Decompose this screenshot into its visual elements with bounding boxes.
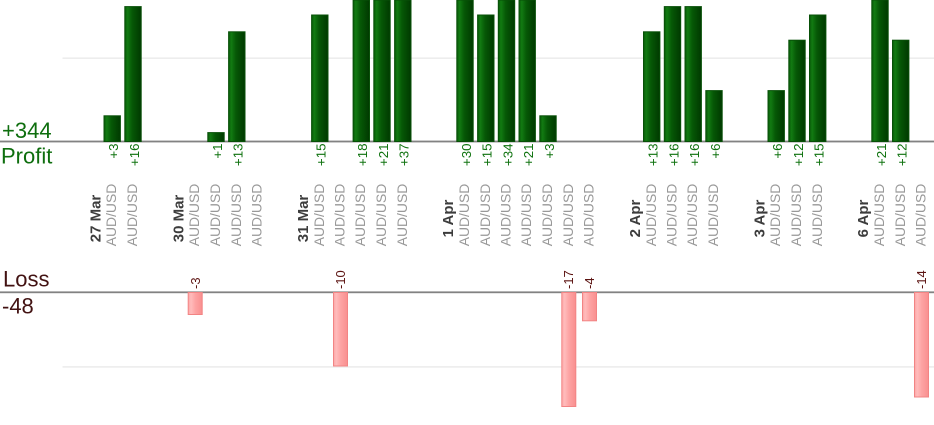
svg-text:-3: -3 — [188, 277, 203, 289]
svg-text:AUD/USD: AUD/USD — [643, 184, 659, 247]
svg-text:+15: +15 — [480, 143, 495, 166]
svg-text:AUD/USD: AUD/USD — [394, 184, 410, 247]
svg-text:3 Apr: 3 Apr — [752, 199, 769, 237]
svg-text:Loss: Loss — [3, 267, 49, 292]
svg-text:AUD/USD: AUD/USD — [124, 184, 140, 247]
svg-text:+21: +21 — [376, 144, 391, 167]
svg-text:AUD/USD: AUD/USD — [498, 184, 514, 247]
svg-text:31 Mar: 31 Mar — [295, 195, 312, 243]
svg-text:AUD/USD: AUD/USD — [332, 184, 348, 247]
svg-text:AUD/USD: AUD/USD — [705, 184, 721, 247]
svg-text:Profit: Profit — [1, 143, 52, 168]
svg-text:+21: +21 — [874, 144, 889, 167]
svg-text:+12: +12 — [895, 144, 910, 167]
svg-text:+12: +12 — [791, 144, 806, 167]
svg-text:+13: +13 — [231, 144, 246, 167]
svg-text:+1: +1 — [210, 144, 225, 159]
svg-text:+15: +15 — [812, 144, 827, 167]
svg-text:+30: +30 — [459, 144, 474, 167]
svg-text:AUD/USD: AUD/USD — [207, 184, 223, 247]
svg-text:AUD/USD: AUD/USD — [456, 184, 472, 247]
svg-text:+3: +3 — [542, 144, 557, 159]
svg-text:-10: -10 — [333, 270, 348, 289]
svg-text:+344: +344 — [2, 118, 52, 143]
svg-text:AUD/USD: AUD/USD — [186, 184, 202, 247]
svg-text:AUD/USD: AUD/USD — [311, 184, 327, 247]
svg-text:AUD/USD: AUD/USD — [518, 184, 534, 247]
svg-text:6 Apr: 6 Apr — [855, 199, 872, 237]
svg-text:AUD/USD: AUD/USD — [581, 184, 597, 247]
svg-text:+6: +6 — [708, 144, 723, 159]
svg-text:AUD/USD: AUD/USD — [871, 184, 887, 247]
svg-text:AUD/USD: AUD/USD — [892, 184, 908, 247]
svg-text:AUD/USD: AUD/USD — [684, 184, 700, 247]
svg-text:AUD/USD: AUD/USD — [809, 184, 825, 247]
svg-text:+16: +16 — [687, 144, 702, 167]
svg-text:AUD/USD: AUD/USD — [228, 184, 244, 247]
svg-text:+15: +15 — [314, 144, 329, 167]
svg-text:-48: -48 — [2, 293, 34, 318]
svg-text:AUD/USD: AUD/USD — [352, 184, 368, 247]
svg-text:+18: +18 — [355, 144, 370, 167]
svg-text:+3: +3 — [106, 144, 121, 159]
svg-text:+6: +6 — [770, 144, 785, 159]
svg-text:AUD/USD: AUD/USD — [913, 184, 929, 247]
svg-text:AUD/USD: AUD/USD — [477, 184, 493, 247]
svg-text:-17: -17 — [561, 270, 576, 289]
svg-text:AUD/USD: AUD/USD — [560, 184, 576, 247]
svg-text:27 Mar: 27 Mar — [88, 195, 105, 243]
svg-text:AUD/USD: AUD/USD — [539, 184, 555, 247]
svg-text:-14: -14 — [914, 270, 929, 289]
svg-text:AUD/USD: AUD/USD — [788, 184, 804, 247]
svg-text:AUD/USD: AUD/USD — [103, 184, 119, 247]
svg-text:2 Apr: 2 Apr — [627, 199, 644, 237]
svg-text:30 Mar: 30 Mar — [171, 195, 188, 243]
svg-text:+37: +37 — [397, 144, 412, 167]
svg-text:AUD/USD: AUD/USD — [767, 184, 783, 247]
svg-text:+16: +16 — [666, 144, 681, 167]
svg-text:AUD/USD: AUD/USD — [373, 184, 389, 247]
svg-text:1 Apr: 1 Apr — [440, 199, 457, 237]
svg-text:+16: +16 — [127, 144, 142, 167]
svg-text:+13: +13 — [646, 144, 661, 167]
svg-text:-4: -4 — [582, 277, 597, 289]
svg-text:+34: +34 — [500, 144, 515, 167]
svg-text:+21: +21 — [521, 144, 536, 167]
svg-text:AUD/USD: AUD/USD — [249, 184, 265, 247]
svg-text:AUD/USD: AUD/USD — [664, 184, 680, 247]
